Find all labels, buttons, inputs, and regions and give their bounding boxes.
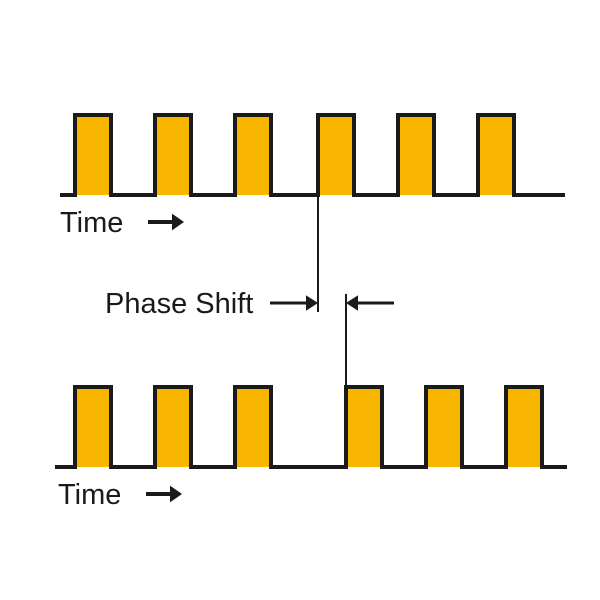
- phase-shift-label: Phase Shift: [105, 288, 253, 320]
- pulse-train-2-pulse-fill: [346, 387, 382, 467]
- pulse-train-1-pulse-fill: [478, 115, 514, 195]
- pulse-train-1-pulse-fill: [318, 115, 354, 195]
- pulse-train-2-pulse-fill: [235, 387, 271, 467]
- pulse-train-2-pulse-fill: [426, 387, 462, 467]
- time-label-2: Time: [58, 479, 121, 511]
- pulse-train-1-pulse-fill: [155, 115, 191, 195]
- pulse-train-2-pulse-fill: [506, 387, 542, 467]
- pulse-train-2-pulse-fill: [155, 387, 191, 467]
- time-label-1: Time: [60, 207, 123, 239]
- pulse-train-1-pulse-fill: [235, 115, 271, 195]
- pulse-train-1-pulse-fill: [398, 115, 434, 195]
- pulse-train-1-pulse-fill: [75, 115, 111, 195]
- pulse-train-2-pulse-fill: [75, 387, 111, 467]
